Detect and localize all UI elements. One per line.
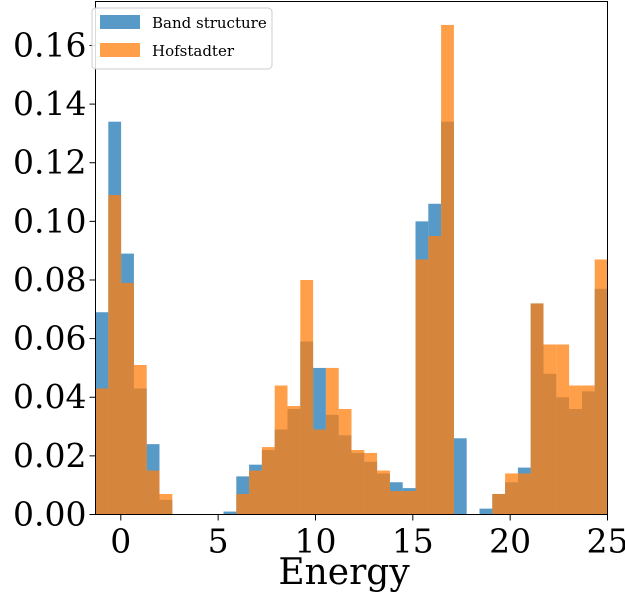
bar [377,470,390,515]
bar [389,491,403,515]
legend-label: Band structure [152,14,267,32]
y-tick-label: 0.16 [13,25,86,64]
bar [338,408,352,515]
bar [364,452,378,515]
bar [313,429,326,515]
bar [517,473,531,515]
bar [428,236,442,515]
y-tick-label: 0.12 [13,143,86,182]
bar [581,385,595,515]
y-tick-label: 0.02 [13,436,86,475]
bar [505,473,518,515]
legend-swatch [100,15,140,29]
bar [479,508,493,515]
bar [441,24,454,515]
bar [569,385,582,515]
bar [300,279,314,515]
bar [543,344,557,515]
y-tick-label: 0.00 [13,495,86,534]
bar [402,491,416,515]
x-tick-label: 25 [587,522,625,561]
x-tick-label: 10 [294,522,336,561]
bar [249,470,262,515]
bar [95,388,109,515]
legend-swatch [100,43,140,57]
y-tick-label: 0.14 [13,84,86,123]
bar [236,493,250,515]
y-tick-label: 0.08 [13,260,86,299]
y-tick-label: 0.04 [13,377,86,416]
bar [453,438,467,515]
bar [261,447,275,515]
bar [133,364,147,515]
bar [121,282,134,515]
bar [556,344,570,515]
bar [274,385,288,515]
series-2 [95,24,608,515]
bar [287,406,301,515]
x-axis-label: Energy [278,552,410,593]
bar [530,303,544,515]
bar [146,470,160,515]
bar [594,259,608,515]
x-tick-label: 20 [489,522,531,561]
bar [325,367,339,515]
bar [159,493,173,515]
bar [492,493,506,515]
y-tick-label: 0.10 [13,201,86,240]
x-tick-label: 15 [392,522,434,561]
legend-label: Hofstadter [152,42,235,60]
plot-frame [95,1,608,515]
x-tick-label: 5 [208,522,229,561]
bar [351,450,365,515]
y-tick-label: 0.06 [13,319,86,358]
bar [415,259,429,515]
bar [108,194,122,515]
bar [223,511,237,515]
legend: Band structure Hofstadter [91,7,273,70]
x-tick-label: 0 [110,522,131,561]
